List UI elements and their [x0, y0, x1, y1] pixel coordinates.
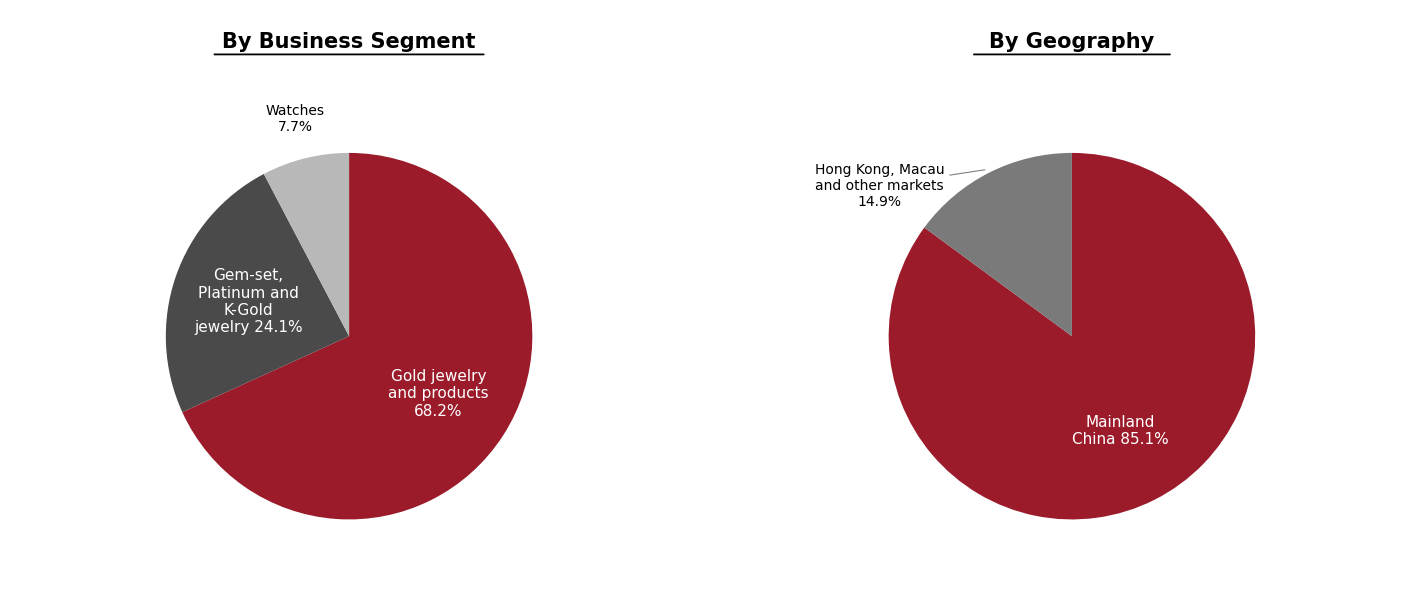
Text: Gem-set,
Platinum and
K-Gold
jewelry 24.1%: Gem-set, Platinum and K-Gold jewelry 24.… — [195, 268, 303, 336]
Text: Watches
7.7%: Watches 7.7% — [266, 104, 325, 134]
Wedge shape — [166, 174, 350, 412]
Text: By Geography: By Geography — [989, 32, 1154, 52]
Text: By Business Segment: By Business Segment — [222, 32, 476, 52]
Wedge shape — [264, 153, 350, 336]
Wedge shape — [182, 153, 533, 519]
Text: Hong Kong, Macau
and other markets
14.9%: Hong Kong, Macau and other markets 14.9% — [814, 162, 985, 209]
Text: Mainland
China 85.1%: Mainland China 85.1% — [1071, 415, 1168, 447]
Wedge shape — [888, 153, 1255, 519]
Text: Gold jewelry
and products
68.2%: Gold jewelry and products 68.2% — [388, 369, 489, 419]
Wedge shape — [924, 153, 1071, 336]
